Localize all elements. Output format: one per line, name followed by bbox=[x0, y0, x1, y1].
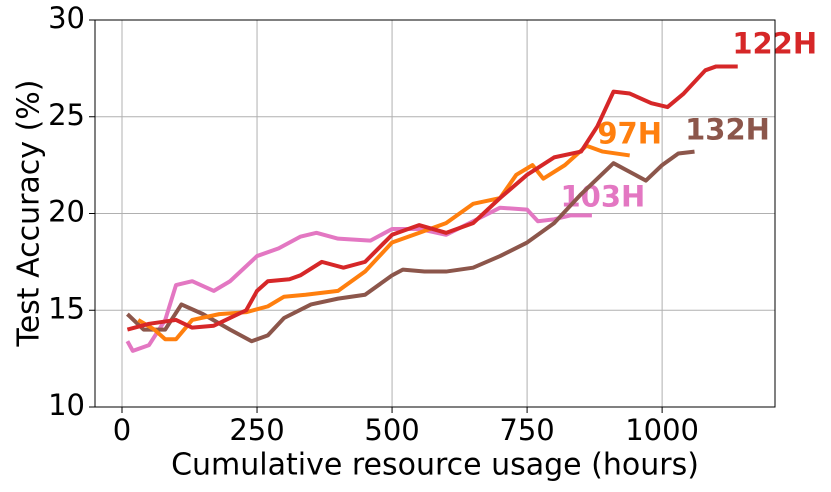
y-tick-label: 25 bbox=[48, 98, 85, 132]
y-tick-label: 30 bbox=[48, 1, 85, 35]
series-label: 97H bbox=[597, 116, 662, 150]
y-tick-label: 20 bbox=[48, 195, 85, 229]
series-line bbox=[126, 64, 738, 332]
series-line bbox=[125, 205, 592, 353]
plot-frame bbox=[94, 19, 776, 408]
series-label: 103H bbox=[560, 179, 645, 213]
x-tick-label: 250 bbox=[229, 413, 284, 447]
series-line bbox=[126, 149, 695, 344]
y-tick-label: 15 bbox=[48, 291, 85, 325]
x-tick-label: 1000 bbox=[625, 413, 699, 447]
x-tick-label: 0 bbox=[113, 413, 131, 447]
x-tick-label: 750 bbox=[499, 413, 554, 447]
x-axis-label: Cumulative resource usage (hours) bbox=[171, 448, 699, 483]
y-axis-label: Test Accuracy (%) bbox=[12, 79, 47, 347]
y-tick-label: 10 bbox=[48, 388, 85, 422]
series-label: 132H bbox=[685, 113, 770, 147]
x-tick-label: 500 bbox=[364, 413, 419, 447]
series-line bbox=[137, 143, 630, 342]
